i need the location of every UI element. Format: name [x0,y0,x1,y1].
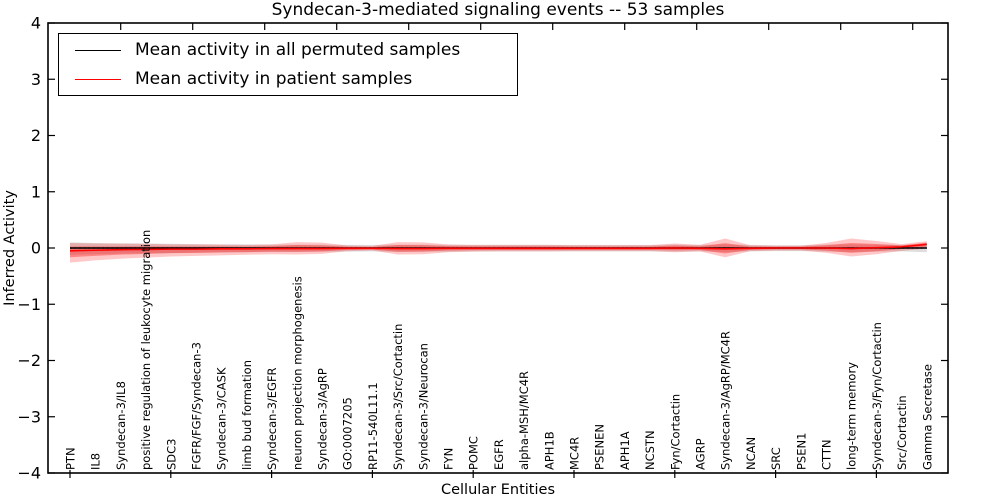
entity-label: FYN [442,448,456,470]
y-tick-label: 3 [31,70,41,89]
entity-label: PSENEN [593,424,607,470]
chart-title: Syndecan-3-mediated signaling events -- … [271,0,725,20]
entity-label: POMC [467,436,481,470]
entity-label: APH1B [542,431,556,470]
patient-band-outer [70,238,927,263]
legend-label-permuted: Mean activity in all permuted samples [135,40,461,60]
entity-label: long-term memory [845,362,859,470]
legend-label-patient: Mean activity in patient samples [135,69,413,89]
entity-label: EGFR [492,439,506,470]
entity-label: Gamma Secretase [920,364,934,470]
legend: Mean activity in all permuted samples Me… [58,33,518,96]
legend-item-permuted: Mean activity in all permuted samples [59,35,517,65]
entity-label: Syndecan-3/IL8 [114,381,128,470]
entity-label: SRC [769,447,783,470]
entity-label: NCSTN [643,430,657,470]
x-axis-label: Cellular Entities [440,482,556,498]
entity-label: NCAN [744,437,758,470]
entity-label: Syndecan-3/AgRP [316,368,330,470]
entity-label: Fyn/Cortactin [668,394,682,470]
entity-label: limb bud formation [240,360,254,470]
entity-label: Syndecan-3/Fyn/Cortactin [870,322,884,470]
y-tick-label: −2 [17,351,41,370]
y-axis-label: Inferred Activity [2,190,18,306]
entity-label: PTN [64,447,78,470]
y-tick-label: −3 [17,407,41,426]
entity-label: Syndecan-3/CASK [215,367,229,470]
legend-line-patient-icon [75,78,121,80]
entity-label: GO:0007205 [341,397,355,470]
y-tick-label: −1 [17,295,41,314]
entity-label: SDC3 [164,438,178,470]
entity-label: Syndecan-3/Src/Cortactin [391,324,405,470]
entity-label: PSEN1 [794,433,808,470]
y-tick-label: 4 [31,14,41,33]
legend-item-patient: Mean activity in patient samples [59,64,517,94]
entity-label: Syndecan-3/EGFR [265,367,279,470]
patient-band-inner [70,242,927,258]
entity-label: Syndecan-3/Neurocan [416,343,430,470]
entity-label: RP11-540L11.1 [366,382,380,470]
entity-label: IL8 [89,453,103,470]
entity-label: Syndecan-3/AgRP/MC4R [719,331,733,470]
entity-label: alpha-MSH/MC4R [517,371,531,470]
entity-label: CTTN [820,440,834,470]
entity-label: positive regulation of leukocyte migrati… [139,230,153,470]
entity-label: FGFR/FGF/Syndecan-3 [190,342,204,470]
entity-label: Src/Cortactin [895,395,909,470]
entity-label: APH1A [618,431,632,470]
y-tick-label: 1 [31,182,41,201]
y-tick-label: 2 [31,126,41,145]
entity-label: neuron projection morphogenesis [290,276,304,470]
legend-line-permuted-icon [75,49,121,51]
patient-mean-line [69,243,927,252]
entity-label: MC4R [568,437,582,470]
y-tick-label: 0 [31,239,41,258]
y-tick-label: −4 [17,464,41,483]
entity-label: AGRP [694,438,708,470]
